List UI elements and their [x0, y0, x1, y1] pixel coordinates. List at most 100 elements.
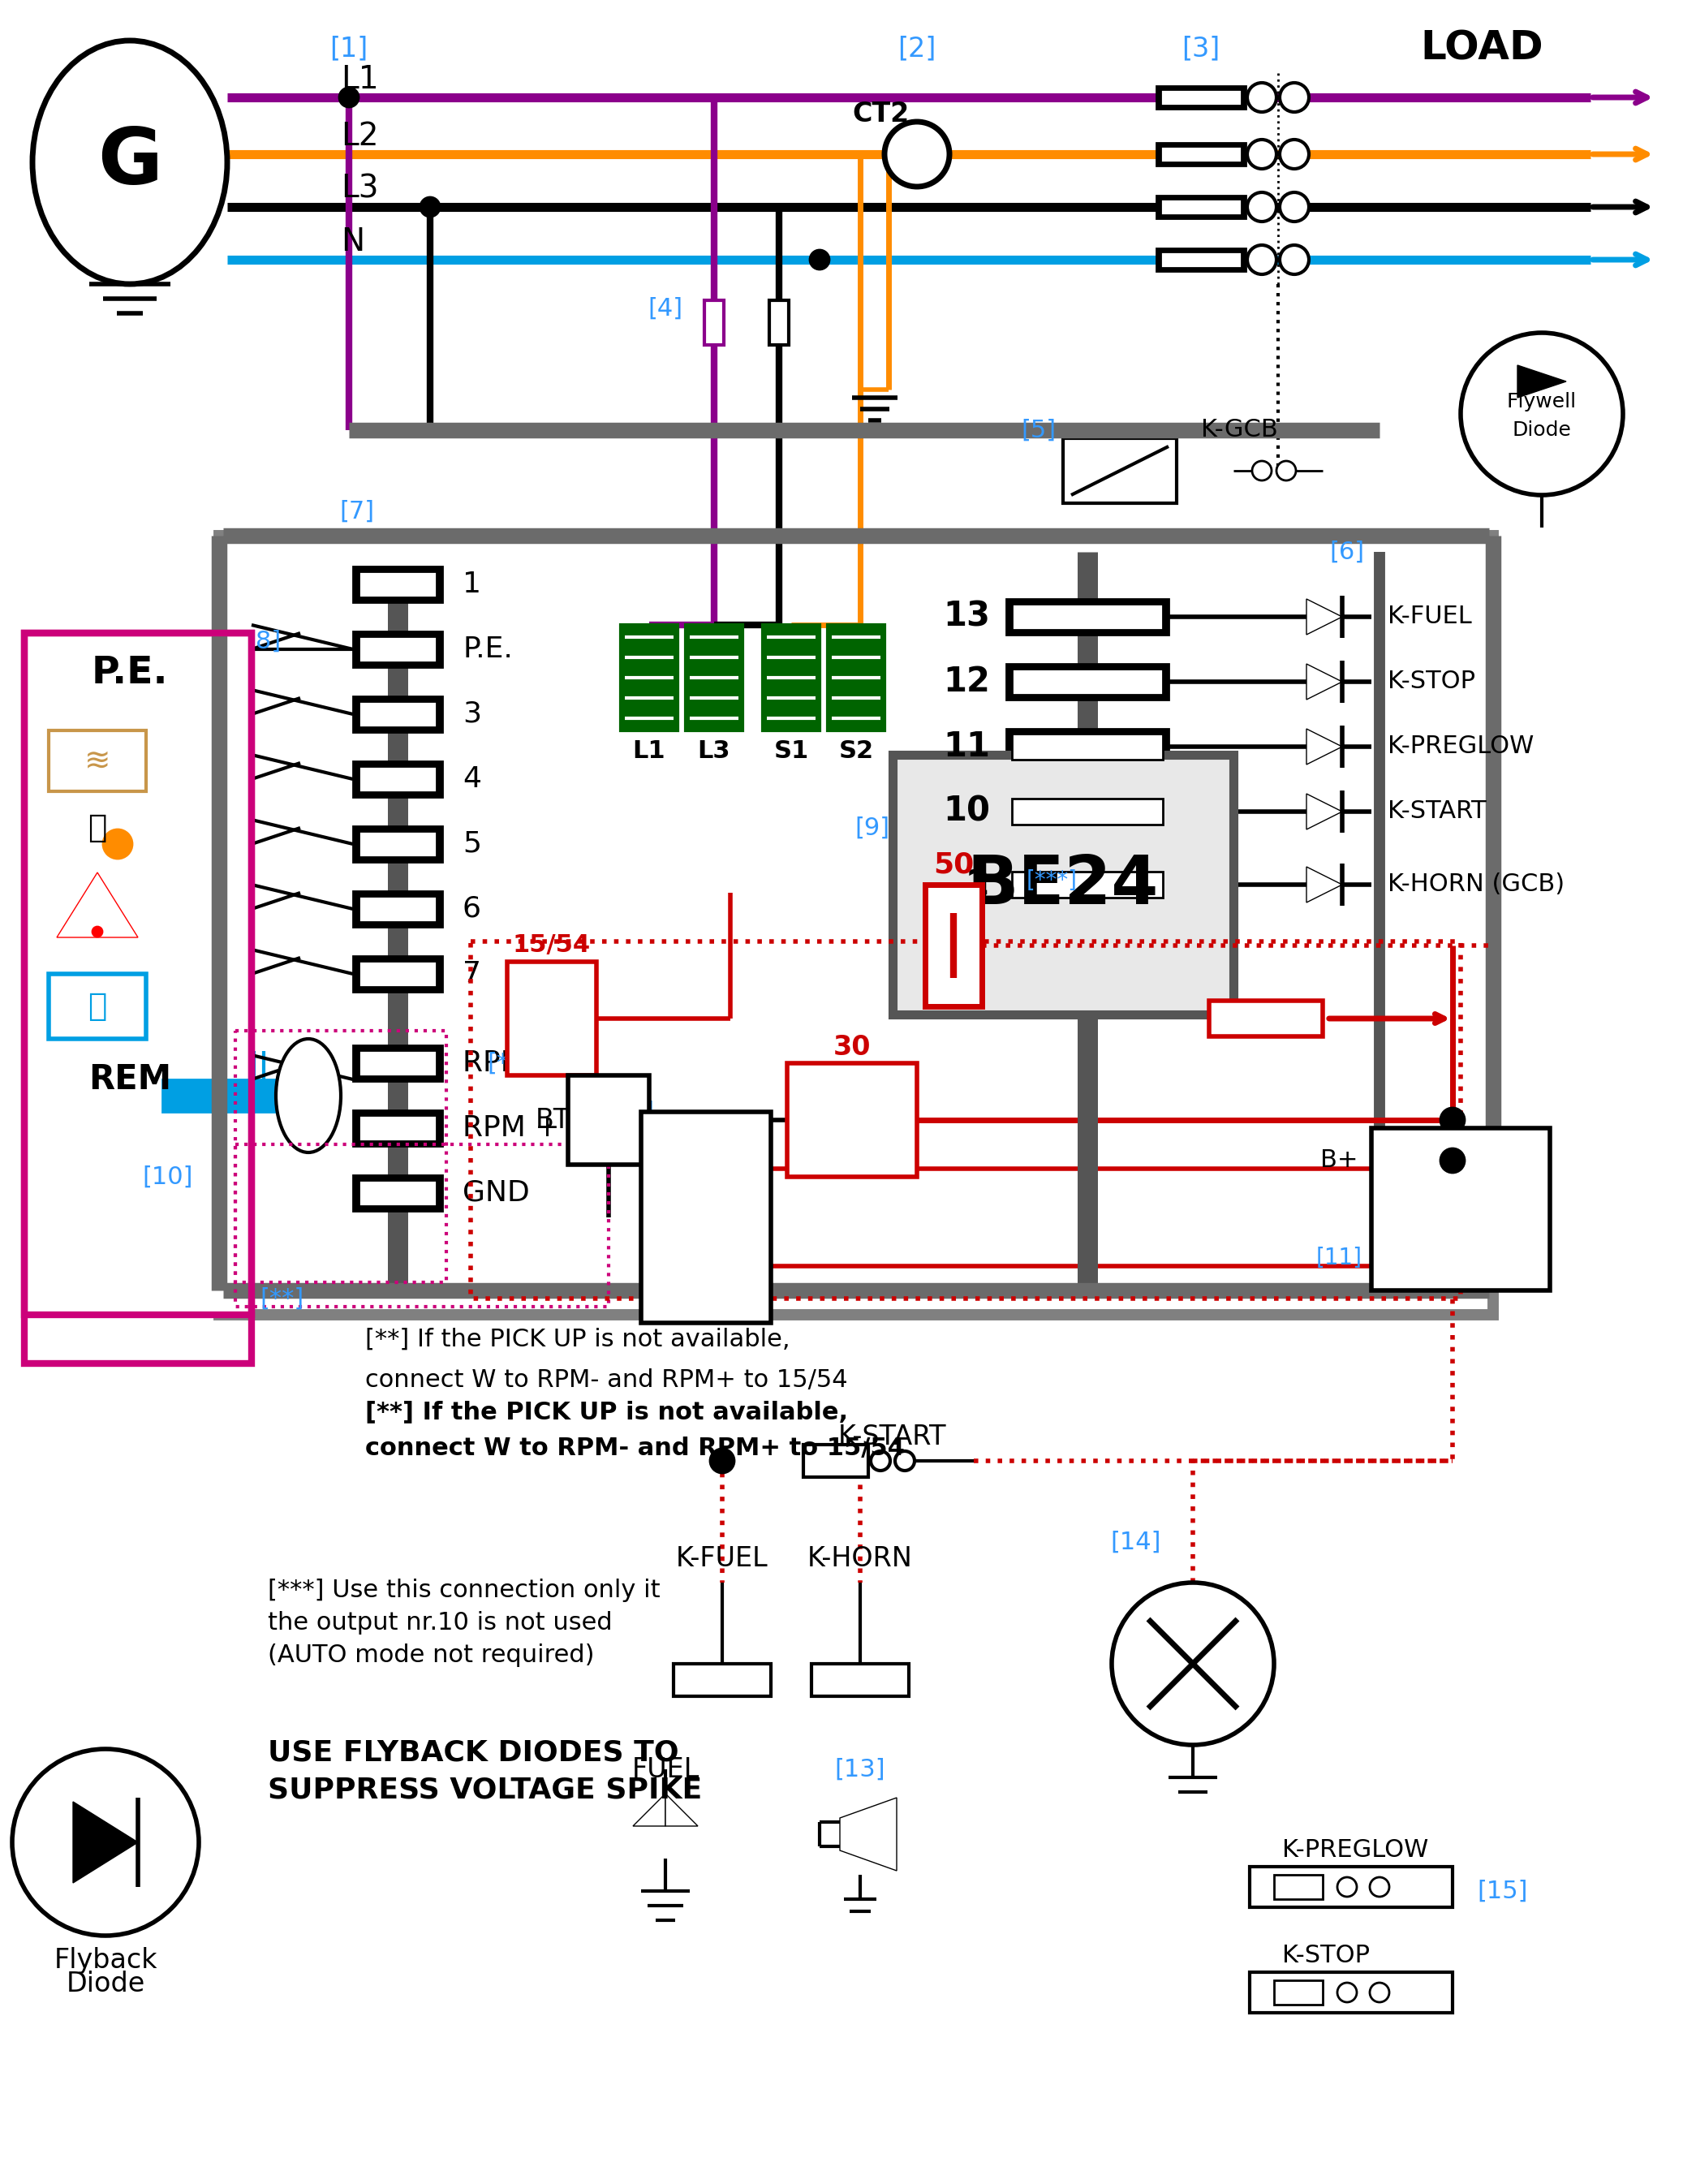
Text: 13: 13 [942, 601, 990, 633]
Bar [353, 891, 443, 926]
Polygon shape [1306, 729, 1341, 764]
Circle shape [1461, 332, 1622, 496]
Polygon shape [633, 1793, 665, 1826]
Text: —: — [586, 1099, 631, 1142]
Bar [353, 826, 443, 863]
Bar [358, 961, 436, 987]
Circle shape [1247, 83, 1276, 111]
Bar [641, 1112, 771, 1324]
Text: [13]: [13] [835, 1758, 885, 1780]
Bar [1274, 1874, 1323, 1900]
Text: [6]: [6] [1330, 539, 1365, 563]
Text: [**] If the PICK UP is not available,: [**] If the PICK UP is not available, [365, 1400, 848, 1424]
Text: K-STOP: K-STOP [1387, 670, 1476, 695]
Text: BT⊖: BT⊖ [535, 1107, 594, 1133]
Bar [1006, 598, 1168, 636]
Text: SUPPRESS VOLTAGE SPIKE: SUPPRESS VOLTAGE SPIKE [268, 1776, 702, 1804]
Bar [236, 1031, 446, 1282]
Text: K-GCB: K-GCB [1202, 419, 1277, 441]
Text: 5: 5 [463, 830, 481, 858]
Bar [685, 625, 742, 729]
Bar [1250, 1867, 1452, 1907]
Text: 4: 4 [463, 764, 481, 793]
Bar [24, 633, 251, 1315]
Bar [1006, 793, 1168, 830]
Bar [162, 1079, 276, 1112]
Bar [803, 1444, 868, 1476]
Bar [1372, 1129, 1550, 1291]
Polygon shape [1306, 664, 1341, 699]
Text: the output nr.10 is not used: the output nr.10 is not used [268, 1612, 613, 1636]
Text: Flyback: Flyback [54, 1946, 157, 1974]
Bar [926, 885, 981, 1007]
Bar [353, 631, 443, 666]
Circle shape [810, 249, 830, 269]
Text: [4]: [4] [648, 297, 683, 321]
Bar [1064, 439, 1176, 502]
Circle shape [340, 87, 358, 107]
Text: [**] If the PICK UP is not available,: [**] If the PICK UP is not available, [365, 1328, 789, 1352]
Bar [353, 1046, 443, 1081]
Polygon shape [1306, 867, 1341, 902]
Text: K-HORN (GCB): K-HORN (GCB) [1387, 874, 1565, 895]
Bar [1011, 603, 1163, 629]
Text: LOAD: LOAD [1420, 28, 1543, 68]
Text: Flywell: Flywell [1506, 391, 1577, 411]
Text: [7]: [7] [340, 500, 375, 524]
Circle shape [1247, 245, 1276, 275]
Bar [49, 729, 146, 791]
Bar [1006, 729, 1168, 764]
Bar [1274, 1981, 1323, 2005]
Text: connect W to RPM- and RPM+ to 15/54: connect W to RPM- and RPM+ to 15/54 [365, 1367, 848, 1391]
Circle shape [1370, 1878, 1388, 1896]
Bar [353, 762, 443, 797]
Circle shape [1247, 140, 1276, 168]
Text: BT⊕: BT⊕ [811, 1101, 863, 1123]
Text: 5A: 5A [1245, 1005, 1286, 1033]
Bar [1011, 871, 1163, 898]
Text: 1: 1 [463, 570, 481, 598]
Bar [358, 1179, 436, 1206]
Text: L1: L1 [633, 738, 666, 762]
Bar [569, 1075, 650, 1164]
Bar [892, 756, 1234, 1016]
Circle shape [710, 1448, 734, 1472]
Bar [1156, 142, 1245, 166]
Text: [10]: [10] [141, 1164, 194, 1188]
Text: L3: L3 [698, 738, 730, 762]
Bar [1006, 664, 1168, 699]
Circle shape [1276, 461, 1296, 480]
Circle shape [421, 197, 439, 216]
Text: P.E.: P.E. [91, 655, 168, 692]
Polygon shape [1306, 598, 1341, 636]
Circle shape [1247, 192, 1276, 221]
Bar [353, 1175, 443, 1210]
Polygon shape [57, 871, 138, 937]
Text: P.E.: P.E. [463, 636, 513, 664]
Circle shape [1338, 1983, 1356, 2003]
Circle shape [1279, 83, 1309, 111]
Bar [769, 299, 789, 345]
Text: K-FUEL: K-FUEL [1387, 605, 1473, 629]
Text: 10: 10 [942, 795, 990, 828]
Text: S1: S1 [774, 738, 810, 762]
Text: CT2: CT2 [852, 100, 909, 127]
Bar [358, 572, 436, 598]
Text: 11: 11 [942, 729, 990, 764]
Text: K-STOP: K-STOP [1282, 1944, 1370, 1968]
Text: [***]: [***] [1027, 869, 1077, 891]
Text: [15]: [15] [1478, 1878, 1528, 1902]
Bar [762, 625, 820, 729]
Text: [1]: [1] [330, 35, 369, 61]
Ellipse shape [32, 41, 227, 284]
Text: FUEL: FUEL [631, 1756, 698, 1782]
Text: [12]: [12] [609, 1101, 655, 1123]
Circle shape [12, 1749, 199, 1935]
Bar [1011, 799, 1163, 826]
Text: (AUTO mode not required): (AUTO mode not required) [268, 1645, 594, 1666]
Bar [621, 625, 678, 729]
Text: 30: 30 [833, 1033, 870, 1061]
Text: [9]: [9] [855, 817, 890, 839]
Text: 3: 3 [463, 701, 481, 727]
Bar [1208, 1000, 1323, 1037]
